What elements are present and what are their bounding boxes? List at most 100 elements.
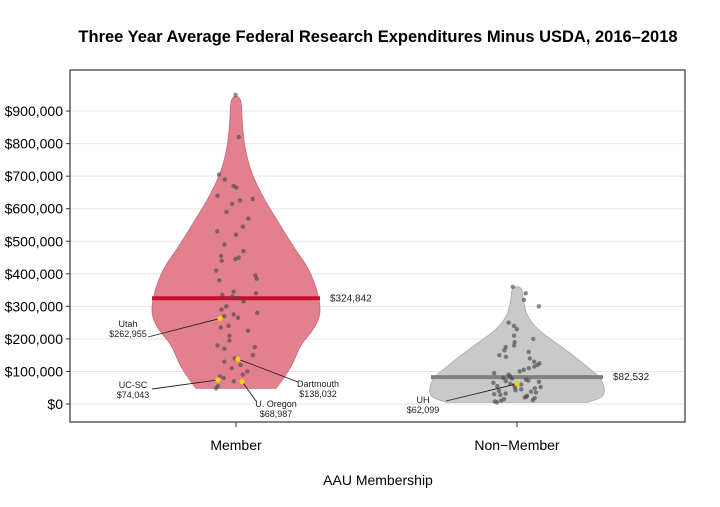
annotation-leader	[237, 358, 299, 383]
annotation-leader	[241, 381, 257, 402]
data-point	[236, 296, 241, 301]
data-point	[511, 343, 517, 348]
data-point	[491, 370, 497, 376]
highlight-point	[217, 315, 223, 322]
data-point	[213, 386, 219, 391]
data-point	[215, 229, 220, 234]
data-point	[241, 248, 246, 254]
y-tick-label: $200,000	[5, 331, 64, 347]
annotation-label: Dartmouth	[297, 379, 339, 389]
data-point	[252, 344, 257, 350]
data-point	[511, 323, 517, 329]
data-point	[237, 198, 243, 203]
data-point	[498, 392, 503, 398]
data-point	[518, 382, 524, 387]
data-point	[222, 242, 227, 247]
data-point	[235, 315, 241, 320]
data-point	[231, 312, 236, 317]
data-point	[245, 369, 250, 374]
data-point	[240, 372, 245, 377]
y-tick-label: $100,000	[5, 363, 64, 379]
data-point	[219, 307, 224, 312]
chart-title: Three Year Average Federal Research Expe…	[78, 28, 677, 46]
data-point	[530, 397, 536, 403]
data-point	[227, 333, 232, 338]
data-point	[521, 297, 527, 303]
data-point	[234, 185, 239, 190]
data-point	[255, 310, 260, 316]
data-point	[229, 365, 234, 371]
data-point	[217, 374, 223, 379]
data-point	[512, 339, 517, 345]
data-point	[231, 379, 237, 384]
data-point	[523, 291, 528, 296]
highlight-point	[514, 381, 520, 387]
data-point	[510, 284, 515, 290]
data-point	[217, 278, 222, 283]
data-point	[503, 379, 509, 384]
y-tick-label: $800,000	[5, 136, 64, 152]
y-tick-label: $500,000	[5, 233, 64, 249]
data-point	[503, 354, 509, 360]
y-tick-label: $0	[47, 396, 63, 412]
data-point	[494, 400, 500, 405]
annotation-value: $74,043	[117, 390, 150, 400]
data-point	[514, 326, 519, 332]
data-point	[250, 196, 255, 202]
annotation-label: U. Oregon	[255, 399, 297, 409]
data-point	[219, 258, 224, 263]
y-tick-label: $400,000	[5, 266, 64, 282]
data-point	[216, 172, 222, 177]
data-point	[521, 367, 526, 373]
data-point	[218, 253, 224, 259]
data-point	[221, 375, 227, 381]
data-point	[229, 201, 235, 207]
data-point	[495, 383, 500, 389]
data-point	[497, 352, 502, 358]
annotation-leader	[147, 317, 221, 338]
data-point	[531, 336, 536, 342]
annotation-label: Utah	[118, 319, 137, 329]
plot-border	[69, 69, 686, 423]
data-point	[215, 343, 220, 348]
violin-0	[151, 96, 321, 389]
data-point	[222, 359, 227, 364]
annotation-label: UH	[417, 395, 430, 405]
data-point	[528, 389, 534, 394]
data-point	[222, 313, 227, 319]
data-point	[536, 379, 542, 385]
data-point	[526, 349, 531, 355]
annotation-value: $62,099	[407, 405, 440, 415]
data-point	[241, 299, 246, 304]
x-tick-label: Non−Member	[474, 437, 560, 453]
data-point	[533, 390, 539, 395]
annotation-value: $262,955	[109, 329, 147, 339]
data-point	[532, 364, 537, 369]
data-point	[224, 304, 229, 309]
data-point	[233, 92, 238, 97]
data-point	[238, 362, 243, 368]
data-point	[526, 365, 532, 371]
data-point	[233, 256, 238, 262]
data-point	[501, 375, 506, 381]
plot-panel	[70, 70, 685, 422]
data-point	[227, 338, 232, 343]
data-point	[518, 387, 524, 392]
data-point	[236, 134, 241, 140]
data-point	[491, 392, 497, 397]
data-point	[527, 356, 532, 361]
x-axis-title: AAU Membership	[323, 472, 433, 488]
mean-label: $324,842	[330, 293, 372, 304]
data-point	[218, 325, 223, 330]
data-point	[224, 209, 229, 215]
y-tick-label: $600,000	[5, 201, 64, 217]
data-point	[526, 378, 531, 383]
annotation-label: UC-SC	[119, 380, 148, 390]
data-point	[503, 391, 508, 396]
plot-area: $0 $100,000 $200,000 $300,000 $400,000 $500,0…	[5, 69, 686, 453]
highlight-point	[235, 356, 241, 362]
data-point	[502, 348, 507, 353]
annotation-leader	[445, 383, 518, 402]
x-tick-label: Member	[210, 437, 262, 453]
